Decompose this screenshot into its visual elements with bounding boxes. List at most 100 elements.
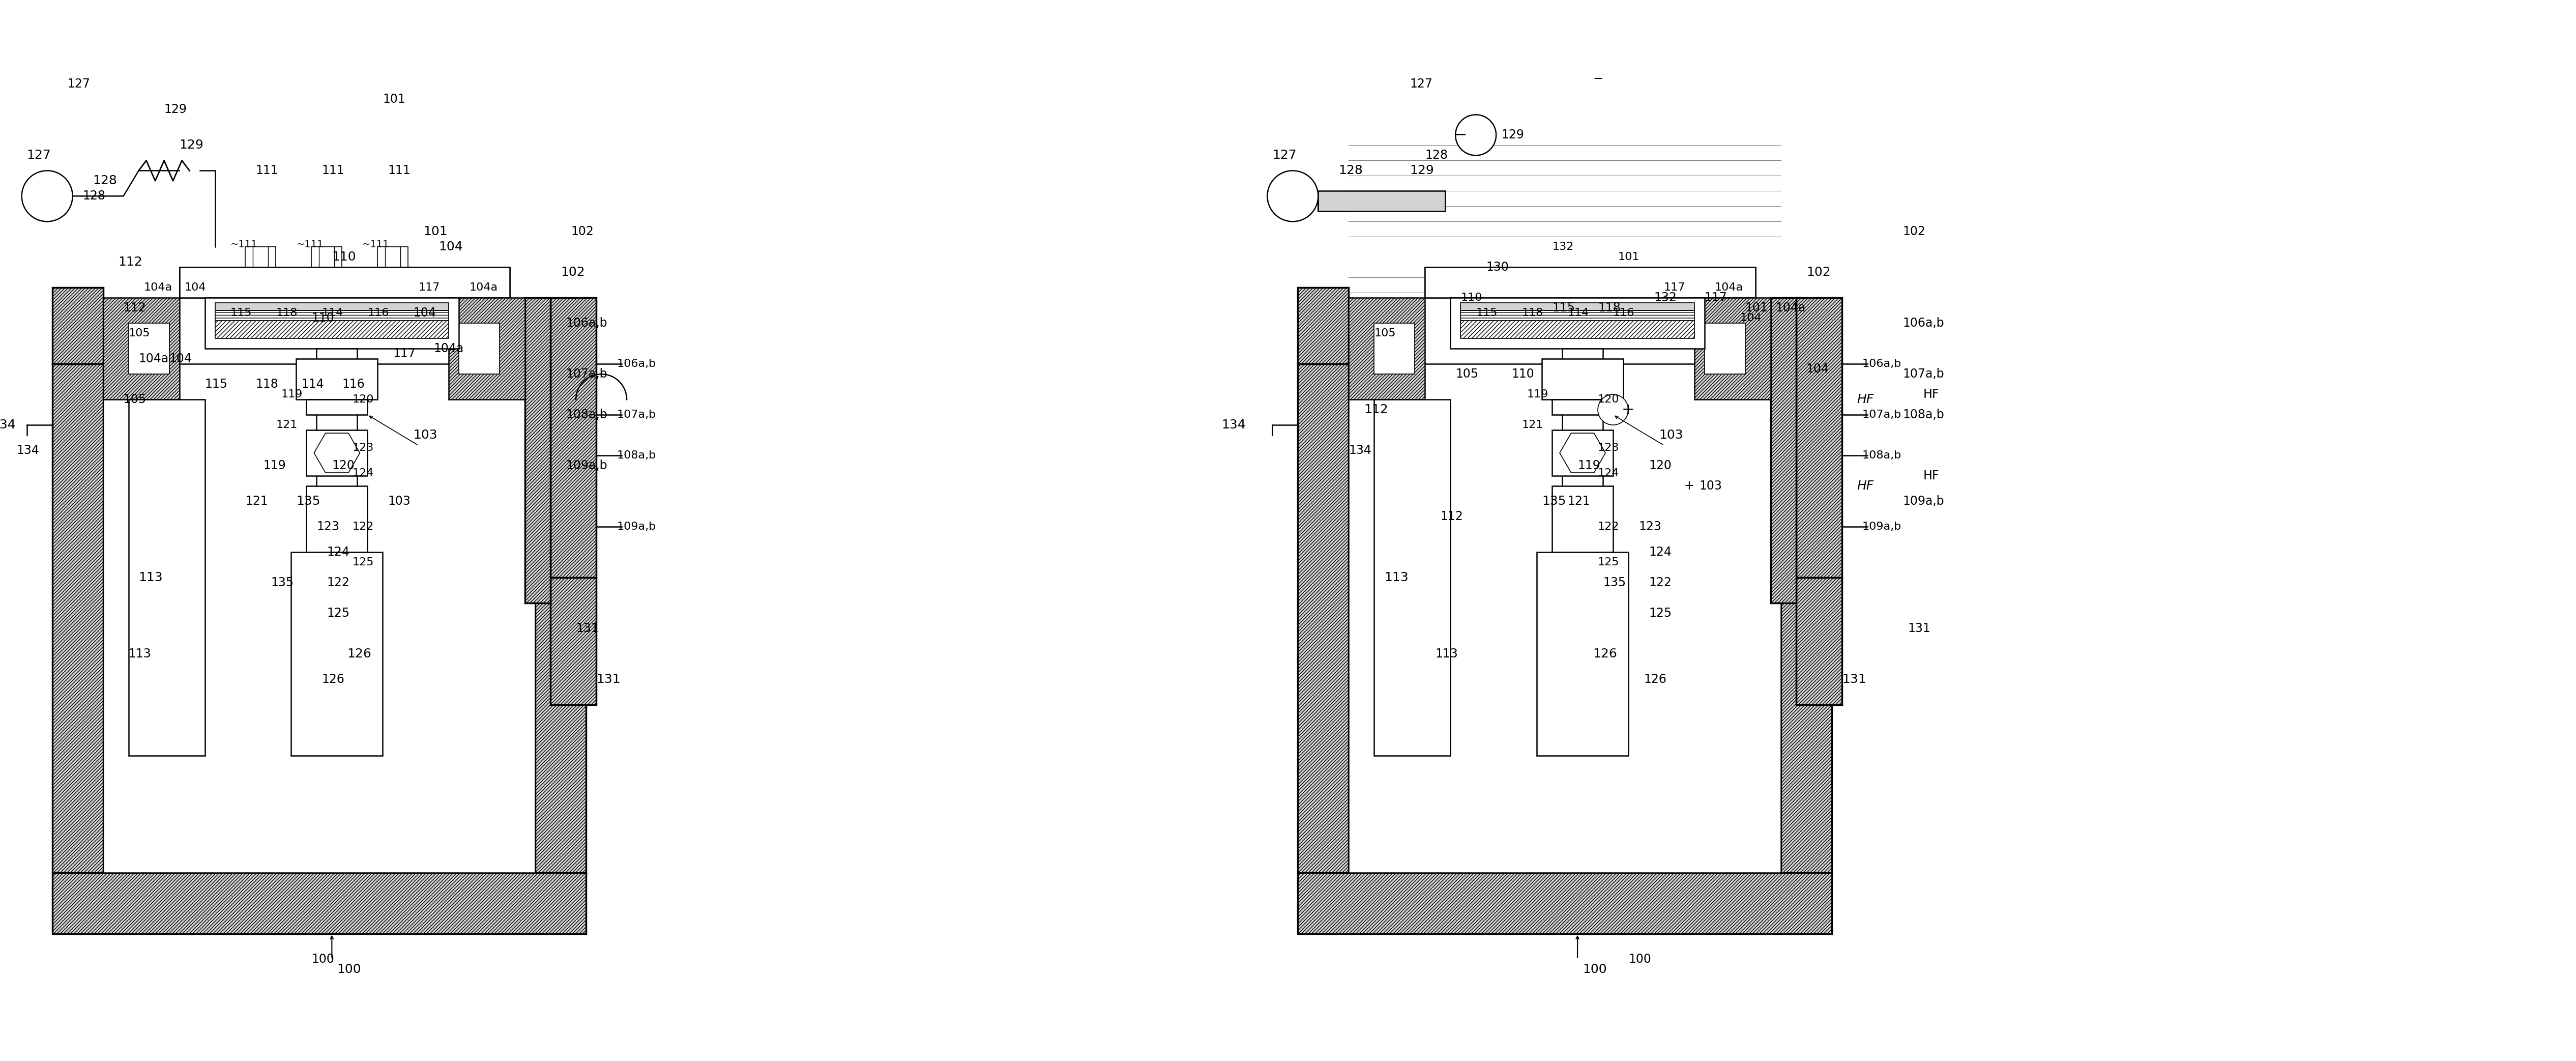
- Bar: [1450, 298, 1705, 349]
- Text: 128: 128: [82, 190, 106, 203]
- Text: 101: 101: [1618, 253, 1641, 262]
- Text: 107a,b: 107a,b: [616, 410, 657, 420]
- Text: 100: 100: [1582, 963, 1607, 975]
- Bar: [1350, 364, 1780, 872]
- Bar: [1319, 191, 1445, 211]
- Text: 110: 110: [332, 251, 355, 263]
- Text: 117: 117: [394, 348, 415, 360]
- Text: 106a,b: 106a,b: [567, 317, 608, 329]
- Bar: [1298, 288, 1350, 364]
- Text: 105: 105: [1373, 328, 1396, 338]
- Text: 105: 105: [1455, 368, 1479, 380]
- Bar: [180, 267, 510, 298]
- Text: 135: 135: [1602, 576, 1625, 589]
- Text: 131: 131: [595, 673, 621, 685]
- Bar: [526, 298, 551, 603]
- Text: 126: 126: [1592, 647, 1618, 660]
- Bar: [204, 298, 459, 349]
- Text: 134: 134: [15, 445, 39, 456]
- Bar: [307, 430, 368, 475]
- Text: 100: 100: [312, 953, 335, 966]
- Text: 122: 122: [353, 522, 374, 532]
- Text: 117: 117: [1664, 282, 1685, 293]
- Text: 104: 104: [170, 352, 193, 365]
- Text: 115: 115: [1553, 302, 1574, 314]
- Text: 121: 121: [245, 495, 268, 507]
- Bar: [1795, 577, 1842, 705]
- Bar: [103, 364, 536, 872]
- Bar: [1298, 872, 1832, 934]
- Text: 135: 135: [270, 576, 294, 589]
- Bar: [1461, 311, 1695, 320]
- Text: 104: 104: [1806, 363, 1829, 376]
- Bar: [214, 311, 448, 320]
- Text: 128: 128: [93, 175, 118, 187]
- Text: 134: 134: [0, 419, 15, 431]
- Text: 104a: 104a: [144, 282, 173, 293]
- Text: 130: 130: [1486, 261, 1510, 274]
- Bar: [1553, 430, 1613, 475]
- Text: HF: HF: [1924, 470, 1940, 482]
- Text: 131: 131: [1909, 623, 1929, 634]
- Text: 132: 132: [1654, 292, 1677, 303]
- Bar: [52, 364, 103, 872]
- Text: 105: 105: [124, 394, 147, 405]
- Text: 116: 116: [1613, 308, 1636, 318]
- Text: 125: 125: [327, 607, 350, 620]
- Text: 118: 118: [1522, 308, 1543, 318]
- Bar: [1373, 324, 1414, 375]
- Text: 127: 127: [1409, 79, 1432, 90]
- Bar: [317, 349, 358, 501]
- Text: 106a,b: 106a,b: [1862, 359, 1901, 369]
- Text: 120: 120: [1649, 459, 1672, 472]
- Text: 123: 123: [317, 521, 340, 533]
- Bar: [1553, 400, 1613, 415]
- Text: 114: 114: [301, 378, 325, 390]
- Bar: [448, 298, 526, 400]
- Circle shape: [1597, 395, 1628, 425]
- Text: 103: 103: [1700, 480, 1723, 492]
- Text: 119: 119: [1577, 459, 1600, 472]
- Text: 106a,b: 106a,b: [1904, 317, 1945, 329]
- Text: 108a,b: 108a,b: [567, 408, 608, 421]
- Text: 117: 117: [1705, 292, 1728, 303]
- Bar: [1425, 267, 1754, 298]
- Text: 113: 113: [1383, 572, 1409, 584]
- Text: 113: 113: [139, 572, 162, 584]
- Circle shape: [1455, 115, 1497, 155]
- Text: 108a,b: 108a,b: [1904, 408, 1945, 421]
- Text: 106a,b: 106a,b: [616, 359, 657, 369]
- Text: 109a,b: 109a,b: [616, 522, 657, 532]
- Text: ~111: ~111: [296, 240, 325, 249]
- Text: 135: 135: [296, 495, 319, 507]
- Bar: [103, 298, 180, 400]
- Text: 126: 126: [1643, 673, 1667, 685]
- Text: 129: 129: [1409, 164, 1435, 177]
- Bar: [1561, 349, 1602, 501]
- Circle shape: [1267, 171, 1319, 222]
- Bar: [129, 324, 170, 375]
- Bar: [379, 247, 407, 267]
- Text: +: +: [1685, 480, 1695, 492]
- Bar: [307, 400, 368, 415]
- Polygon shape: [314, 433, 361, 473]
- Text: 112: 112: [1363, 403, 1388, 416]
- Circle shape: [21, 171, 72, 222]
- Bar: [214, 320, 448, 338]
- Text: 116: 116: [343, 378, 366, 390]
- Text: 109a,b: 109a,b: [1862, 522, 1901, 532]
- Text: 118: 118: [1597, 302, 1620, 314]
- Text: 107a,b: 107a,b: [567, 368, 608, 380]
- Text: 131: 131: [577, 623, 598, 634]
- Bar: [245, 247, 276, 267]
- Text: +: +: [1623, 402, 1636, 417]
- Bar: [1795, 298, 1842, 577]
- Text: 111: 111: [322, 164, 345, 177]
- Text: 128: 128: [1425, 150, 1448, 161]
- Text: 120: 120: [332, 459, 355, 472]
- Bar: [1705, 324, 1747, 375]
- Bar: [1770, 298, 1795, 603]
- Text: 110: 110: [1512, 368, 1535, 380]
- Text: 127: 127: [1273, 150, 1296, 161]
- Bar: [1538, 552, 1628, 755]
